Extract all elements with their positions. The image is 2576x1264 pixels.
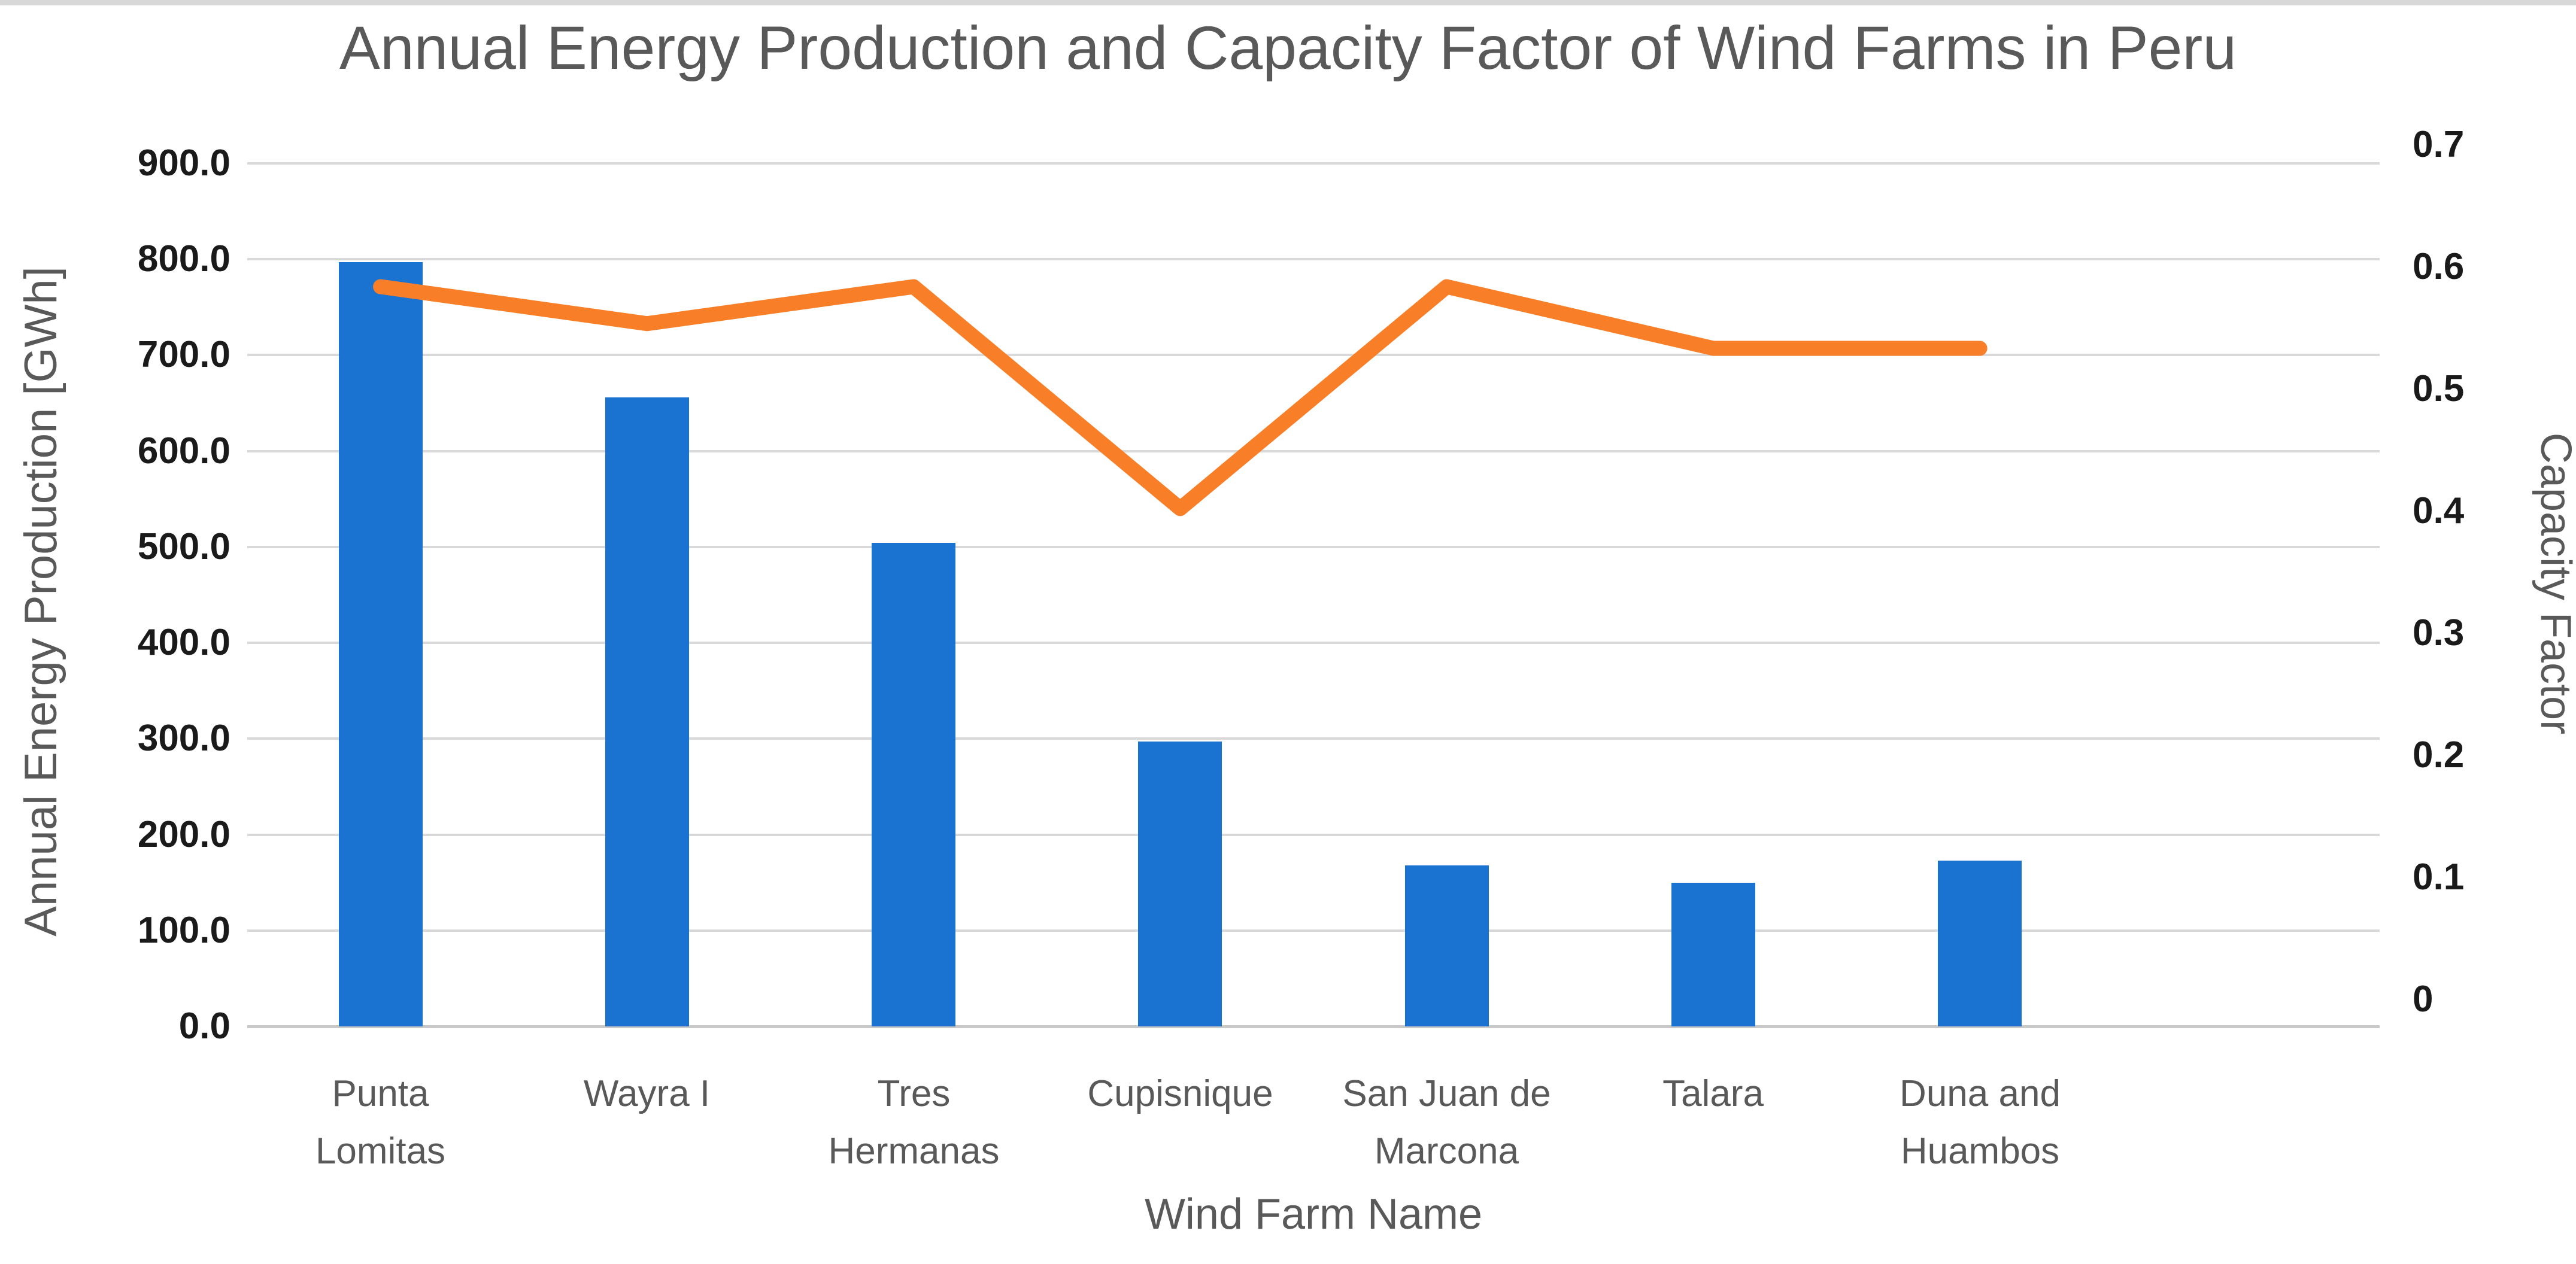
right-axis-tick-label: 0.1 bbox=[2413, 856, 2465, 898]
chart-title: Annual Energy Production and Capacity Fa… bbox=[339, 14, 2237, 82]
left-axis-tick-label: 0.0 bbox=[178, 1005, 230, 1047]
left-axis-tick-label: 500.0 bbox=[137, 526, 230, 567]
gridline bbox=[247, 162, 2380, 165]
bar-punta-lomitas bbox=[339, 262, 423, 1026]
left-axis-tick-label: 400.0 bbox=[137, 622, 230, 663]
gridline bbox=[247, 450, 2380, 452]
bar-talara bbox=[1671, 883, 1755, 1026]
bar-san-juan-de-marcona bbox=[1405, 865, 1489, 1026]
bar-cupisnique bbox=[1138, 742, 1222, 1026]
gridline bbox=[247, 354, 2380, 356]
plot-area bbox=[247, 162, 2380, 1028]
right-axis-tick-label: 0.7 bbox=[2413, 124, 2465, 165]
gridline bbox=[247, 546, 2380, 548]
right-axis-tick-label: 0.5 bbox=[2413, 368, 2465, 409]
right-axis-tick-label: 0.6 bbox=[2413, 246, 2465, 287]
x-axis-line bbox=[247, 1025, 2380, 1028]
left-axis-tick-label: 600.0 bbox=[137, 430, 230, 472]
right-axis-tick-label: 0.3 bbox=[2413, 612, 2465, 654]
bar-duna-and-huambos bbox=[1938, 861, 2022, 1026]
capacity-factor-line bbox=[373, 279, 1988, 516]
right-axis-tick-label: 0.2 bbox=[2413, 734, 2465, 776]
x-axis-title: Wind Farm Name bbox=[1144, 1190, 1483, 1238]
gridline bbox=[247, 258, 2380, 260]
x-axis-tick-label: San Juan de Marcona bbox=[1342, 1073, 1551, 1172]
gridline bbox=[247, 642, 2380, 644]
gridline bbox=[247, 929, 2380, 932]
gridline bbox=[247, 834, 2380, 836]
left-axis-tick-label: 700.0 bbox=[137, 334, 230, 375]
right-axis-tick-label: 0 bbox=[2413, 979, 2434, 1020]
left-axis-tick-label: 900.0 bbox=[137, 142, 230, 184]
bar-tres-hermanas bbox=[872, 543, 955, 1026]
top-border-strip bbox=[0, 0, 2576, 5]
right-axis-tick-label: 0.4 bbox=[2413, 490, 2465, 531]
left-axis-tick-label: 100.0 bbox=[137, 910, 230, 951]
x-axis-tick-label: Wayra I bbox=[583, 1073, 711, 1114]
x-axis-tick-label: Punta Lomitas bbox=[315, 1073, 446, 1172]
x-axis-tick-label: Talara bbox=[1662, 1073, 1764, 1114]
x-axis-tick-label: Duna and Huambos bbox=[1900, 1073, 2061, 1172]
x-axis-tick-label: Tres Hermanas bbox=[828, 1073, 1000, 1172]
bar-wayra-i bbox=[605, 397, 689, 1026]
x-axis-tick-label: Cupisnique bbox=[1087, 1073, 1273, 1114]
left-axis-tick-label: 200.0 bbox=[137, 814, 230, 855]
left-axis-tick-label: 800.0 bbox=[137, 238, 230, 279]
left-axis-title: Annual Energy Production [GWh] bbox=[16, 266, 66, 937]
left-axis-tick-label: 300.0 bbox=[137, 718, 230, 759]
gridline bbox=[247, 737, 2380, 740]
